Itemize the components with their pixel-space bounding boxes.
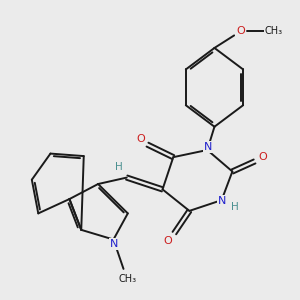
Text: N: N: [218, 196, 226, 206]
Text: H: H: [115, 162, 123, 172]
Text: N: N: [110, 239, 118, 249]
Text: O: O: [164, 236, 172, 246]
Text: H: H: [231, 202, 239, 212]
Text: N: N: [204, 142, 212, 152]
Text: O: O: [258, 152, 267, 162]
Text: O: O: [236, 26, 245, 36]
Text: CH₃: CH₃: [118, 274, 136, 284]
Text: CH₃: CH₃: [265, 26, 283, 36]
Text: O: O: [136, 134, 145, 144]
